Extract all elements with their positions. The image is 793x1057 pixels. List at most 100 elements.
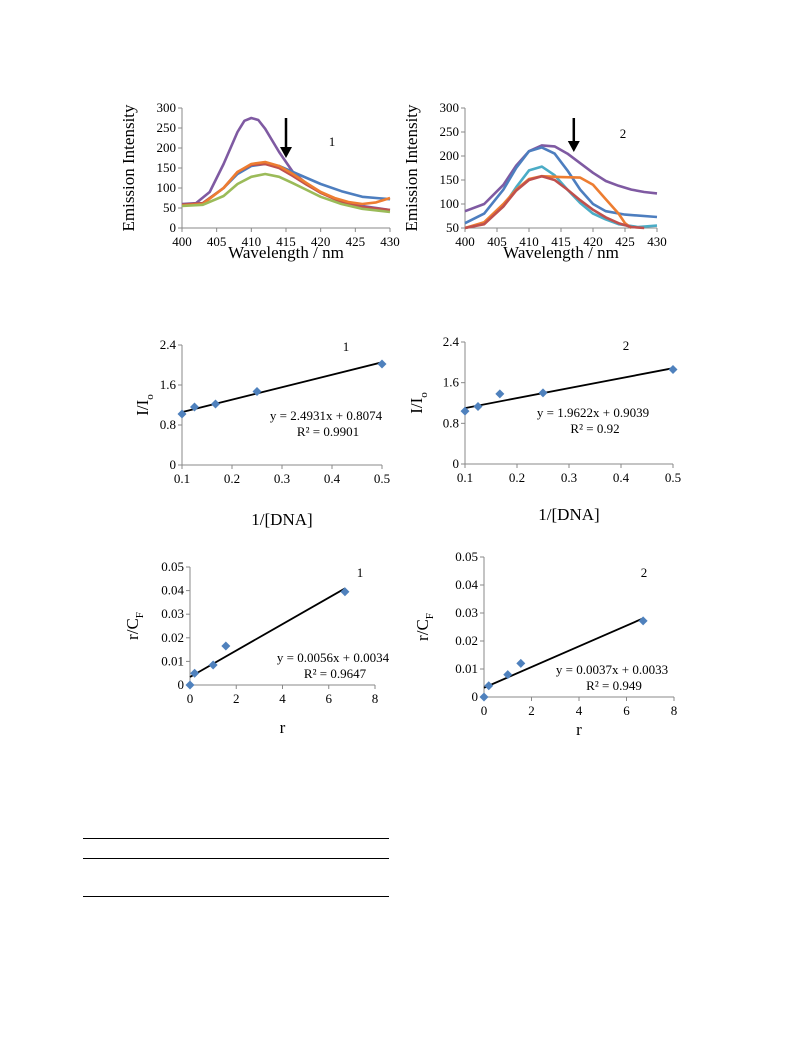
y-axis-title-main: I/I: [407, 397, 426, 413]
y-tick-label: 50: [163, 200, 176, 215]
trendline-equation: y = 0.0037x + 0.0033: [556, 662, 668, 677]
y-axis-title: Emission Intensity: [402, 104, 421, 232]
x-tick-label: 0.4: [613, 470, 630, 485]
trendline-equation: y = 1.9622x + 0.9039: [537, 405, 649, 420]
x-tick-label: 420: [311, 234, 331, 249]
y-axis-title: r/CF: [123, 612, 146, 640]
x-tick-label: 4: [279, 691, 286, 706]
y-tick-label: 0: [178, 677, 185, 692]
intensity-ratio-chart-1: 0.1 0.2 0.3 0.4 0.5 0 0.8 1.6 2.4 1/[DNA] I/Io 1 y =…: [133, 337, 390, 529]
x-tick-label: 4: [576, 703, 583, 718]
x-tick-label: 0.1: [457, 470, 473, 485]
trendline-equation: y = 2.4931x + 0.8074: [270, 408, 383, 423]
data-point: [211, 399, 220, 409]
emission-chart-1: 400 405 410 415 420 425 430 0 50 100 150 200 250 300 W…: [119, 100, 400, 262]
data-point: [252, 387, 262, 396]
x-tick-label: 8: [372, 691, 379, 706]
data-point: [208, 660, 218, 670]
y-tick-label: 150: [440, 172, 460, 187]
x-tick-label: 430: [380, 234, 400, 249]
panel-label: 2: [623, 338, 630, 353]
data-point: [190, 402, 199, 412]
y-tick-label: 0.8: [443, 415, 459, 430]
y-axis-title-subscript: o: [144, 394, 156, 400]
arrow-head: [280, 147, 292, 158]
x-tick-label: 0.4: [324, 471, 341, 486]
series-line-5: [181, 172, 391, 214]
emission-chart-2: 400 405 410 415 420 425 430 50 100 150 200 250 300 Wa…: [402, 100, 667, 262]
y-tick-label: 0: [170, 220, 177, 235]
y-tick-label: 0.01: [455, 661, 478, 676]
x-axis-title: r: [280, 718, 286, 737]
panel-label: 1: [343, 339, 350, 354]
series-line-4: [464, 174, 633, 230]
y-axis-title-subscript: o: [418, 392, 430, 398]
r-squared-label: R² = 0.949: [586, 678, 642, 693]
y-tick-label: 200: [440, 148, 460, 163]
scatchard-chart-1: 0 2 4 6 8 0 0.01 0.02 0.03 0.04 0.05 r r/CF 1 y = 0.00…: [123, 559, 390, 737]
x-tick-label: 430: [647, 234, 667, 249]
x-tick-label: 410: [519, 234, 539, 249]
data-point: [473, 402, 483, 412]
y-tick-label: 250: [440, 124, 460, 139]
y-tick-label: 0.01: [161, 653, 184, 668]
table-header-rule: [83, 858, 389, 859]
series-line-5: [464, 174, 645, 230]
table-top-rule: [83, 838, 389, 839]
scatchard-chart-2: 0 2 4 6 8 0 0.01 0.02 0.03 0.04 0.05 r r/CF 2 y = 0.00…: [413, 549, 677, 739]
x-tick-label: 415: [276, 234, 296, 249]
data-point: [484, 681, 494, 691]
x-tick-label: 415: [551, 234, 571, 249]
data-point: [460, 406, 470, 416]
y-axis-title: I/Io: [407, 392, 430, 414]
y-tick-label: 0.04: [455, 577, 478, 592]
y-axis-title: Emission Intensity: [119, 104, 138, 232]
x-tick-label: 0: [187, 691, 194, 706]
x-tick-label: 425: [615, 234, 635, 249]
data-point: [516, 658, 526, 668]
y-tick-label: 2.4: [443, 334, 460, 349]
y-tick-label: 0.05: [455, 549, 478, 564]
y-tick-label: 2.4: [160, 337, 177, 352]
y-axis-title-main: r/C: [123, 618, 142, 640]
data-point: [185, 680, 195, 690]
y-tick-label: 0.03: [161, 606, 184, 621]
x-tick-label: 0.5: [665, 470, 681, 485]
x-axis-title: Wavelength / nm: [228, 243, 344, 262]
y-tick-label: 0.04: [161, 583, 184, 598]
data-point: [221, 641, 231, 651]
x-axis-title: r: [576, 720, 582, 739]
data-point: [177, 409, 187, 419]
series-line-4: [181, 160, 391, 207]
y-tick-label: 0: [453, 456, 460, 471]
y-tick-label: 250: [157, 120, 177, 135]
y-tick-label: 300: [440, 100, 460, 115]
series-line-2: [464, 146, 658, 225]
x-axis-title: 1/[DNA]: [538, 505, 599, 524]
data-point: [503, 670, 513, 680]
arrow-icon: [280, 118, 292, 158]
table-bottom-rule: [83, 896, 389, 897]
y-tick-label: 0: [170, 457, 177, 472]
y-axis-title: r/CF: [413, 613, 436, 641]
x-tick-label: 400: [172, 234, 192, 249]
y-tick-label: 0.02: [455, 633, 478, 648]
x-tick-label: 6: [326, 691, 333, 706]
x-tick-label: 0.2: [224, 471, 240, 486]
trend-line: [464, 367, 674, 409]
series-line-1: [464, 144, 658, 213]
y-axis-title-main: r/C: [413, 619, 432, 641]
y-tick-label: 0.03: [455, 605, 478, 620]
y-tick-label: 1.6: [160, 377, 177, 392]
y-tick-label: 1.6: [443, 375, 460, 390]
data-point: [638, 616, 648, 626]
panel-label: 2: [641, 565, 648, 580]
x-tick-label: 400: [455, 234, 475, 249]
y-tick-label: 0.8: [160, 417, 176, 432]
x-tick-label: 2: [528, 703, 535, 718]
r-squared-label: R² = 0.9647: [304, 666, 367, 681]
y-tick-label: 100: [440, 196, 460, 211]
x-tick-label: 420: [583, 234, 603, 249]
panel-label: 1: [329, 134, 336, 149]
x-tick-label: 425: [346, 234, 366, 249]
